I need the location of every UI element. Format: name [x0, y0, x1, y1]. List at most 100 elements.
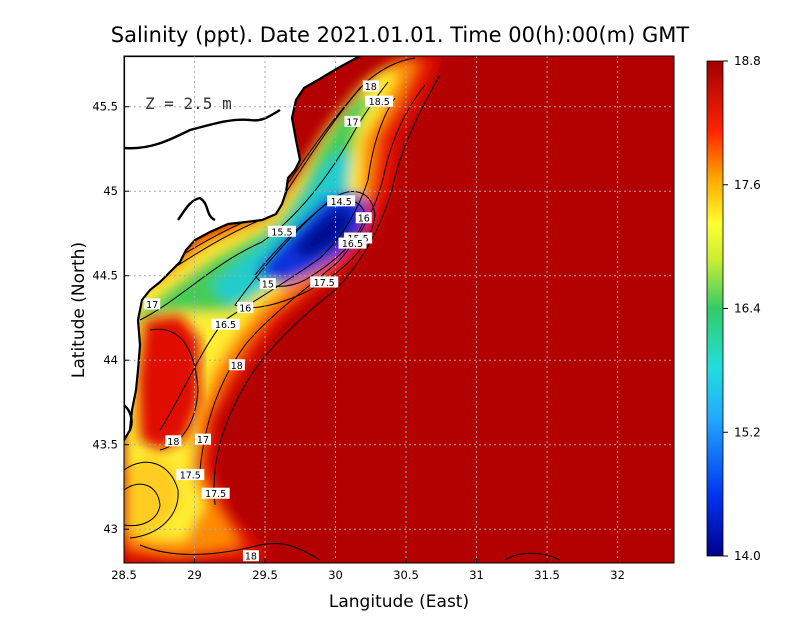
x-axis: 28.5 29 29.5 30 30.5 31 31.5 32 [111, 558, 625, 582]
contour-label: 15.5 [267, 225, 296, 238]
x-axis-label: Langitude (East) [329, 592, 469, 612]
contour-line [124, 461, 179, 539]
salinity-zone-south [124, 455, 180, 535]
x-tick-label: 31 [469, 568, 484, 582]
contour-label-box [144, 298, 161, 310]
y-tick-label: 45 [103, 184, 118, 198]
colorbar-tick-label: 16.4 [734, 302, 761, 316]
contour-line [199, 84, 426, 471]
y-axis-label: Latitude (North) [69, 242, 89, 378]
contour-label-text: 16.5 [215, 320, 236, 331]
contour-label-text: 14.5 [331, 197, 352, 208]
contour-label-box [259, 278, 276, 290]
contour-label-box [201, 487, 230, 499]
y-tick-label: 43 [103, 522, 118, 536]
x-tick-label: 31.5 [534, 568, 560, 582]
contour-line [213, 74, 441, 506]
contour-label-box [237, 301, 254, 313]
colorbar-gradient [706, 60, 724, 557]
colorbar-tick-label: 15.2 [734, 425, 761, 439]
land-borders [124, 108, 281, 431]
contour-label-box [242, 550, 259, 562]
x-tick-label: 28.5 [111, 568, 137, 582]
contour-label: 18 [362, 80, 379, 93]
contour-label-text: 18 [167, 437, 179, 448]
y-tick-label: 44 [103, 353, 118, 367]
contour-label: 18 [228, 359, 245, 372]
contour-label-text: 17.5 [180, 471, 201, 482]
colorbar-ticks: 18.8 17.6 16.4 15.2 14.0 [723, 54, 761, 563]
contour-label-box [194, 433, 211, 445]
contour-label-text: 18 [231, 361, 243, 372]
x-tick-label: 30.5 [393, 568, 419, 582]
grid-lines [124, 56, 674, 563]
contour-label: 18.5 [365, 95, 394, 108]
contour-label-box [228, 359, 245, 371]
contour-label: 17 [144, 298, 161, 311]
y-tick-label: 43.5 [92, 438, 118, 452]
contour-labels: 1818.51714.51615.515.516.517.515171616.5… [144, 80, 394, 563]
contour-label: 14.5 [327, 195, 356, 208]
depth-annotation: Z = 2.5 m [145, 94, 232, 113]
colorbar-tick-label: 18.8 [734, 54, 761, 68]
contour-label-box [355, 212, 372, 224]
contour-label: 16 [355, 212, 372, 225]
colorbar-tick-label: 14.0 [734, 549, 761, 563]
contour-label-text: 15 [262, 280, 274, 291]
contour-label-text: 17 [197, 435, 209, 446]
contour-label: 17 [194, 433, 211, 446]
contour-label: 15 [259, 278, 276, 291]
x-tick-label: 29.5 [252, 568, 278, 582]
y-axis: 43 43.5 44 44.5 45 45.5 [92, 100, 129, 536]
colorbar: 18.8 17.6 16.4 15.2 14.0 [706, 54, 761, 563]
salinity-zone-darkblue [292, 208, 352, 258]
x-tick-label: 30 [328, 568, 343, 582]
contour-label: 17.5 [201, 487, 230, 500]
salinity-zone-coastal-red [138, 315, 200, 450]
contour-label-box [338, 237, 367, 249]
contour-label: 16.5 [338, 237, 367, 250]
contour-label: 18 [242, 550, 259, 563]
contour-line [504, 552, 561, 561]
contour-line [124, 57, 416, 301]
contour-label-box [365, 95, 394, 107]
contour-label: 17.5 [176, 469, 205, 482]
contour-label: 16.5 [211, 318, 240, 331]
contour-label-text: 18.5 [369, 97, 390, 108]
contour-label-text: 17 [346, 117, 358, 128]
land-mass [124, 56, 361, 443]
contour-label-text: 18 [245, 552, 257, 563]
contour-label: 17.5 [310, 276, 339, 289]
contour-label-text: 17 [146, 300, 158, 311]
contour-label-box [327, 195, 356, 207]
contour-label-box [344, 115, 361, 127]
contour-label: 17 [344, 115, 361, 128]
salinity-field [124, 56, 674, 563]
contour-line [159, 97, 396, 431]
contour-label: 18 [165, 435, 182, 448]
colorbar-tick-label: 17.6 [734, 178, 761, 192]
contour-label-box [310, 276, 339, 288]
contour-label-text: 15.5 [271, 227, 292, 238]
x-tick-label: 32 [610, 568, 625, 582]
y-tick-label: 44.5 [92, 269, 118, 283]
contour-label-box [267, 225, 296, 237]
contour-label-text: 16.5 [342, 239, 363, 250]
contour-label-box [176, 469, 205, 481]
contour-label-text: 18 [365, 82, 377, 93]
contour-line [234, 191, 376, 309]
contour-label-box [165, 435, 182, 447]
chart-title: Salinity (ppt). Date 2021.01.01. Time 00… [111, 23, 690, 47]
contour-label-text: 17.5 [314, 278, 335, 289]
contour-label-box [362, 80, 379, 92]
x-tick-label: 29 [187, 568, 202, 582]
contour-label: 16 [237, 301, 254, 314]
contour-label-text: 16 [239, 303, 251, 314]
plot-frame [123, 55, 675, 564]
contour-label-text: 17.5 [205, 489, 226, 500]
contour-label-text: 16 [358, 214, 370, 225]
contour-line [139, 542, 321, 561]
y-tick-label: 45.5 [92, 100, 118, 114]
contour-line [124, 483, 161, 527]
